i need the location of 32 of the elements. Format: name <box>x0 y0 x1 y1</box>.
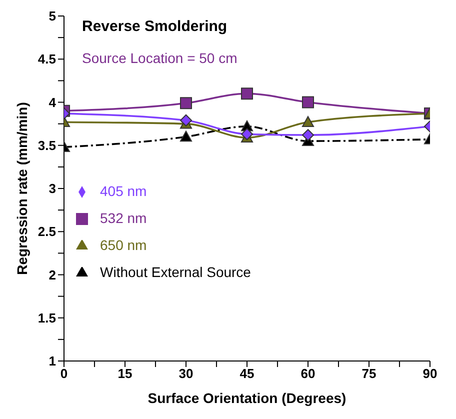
legend-label: Without External Source <box>100 264 251 280</box>
legend-label: 532 nm <box>100 210 147 226</box>
point <box>180 97 192 110</box>
x-tick-label: 60 <box>300 366 316 382</box>
x-tick-label: 0 <box>60 366 68 382</box>
y-tick-label: 1.5 <box>38 310 56 326</box>
x-axis-title: Surface Orientation (Degrees) <box>148 390 346 406</box>
y-tick-label: 3.5 <box>38 138 56 153</box>
x-tick-label: 90 <box>422 366 438 382</box>
legend-label: 650 nm <box>100 237 147 254</box>
chart-title: Reverse Smoldering <box>82 18 228 35</box>
y-tick-label: 4 <box>48 94 57 110</box>
y-tick-label: 2 <box>48 267 56 282</box>
x-tick-label: 75 <box>362 366 376 382</box>
point <box>302 129 314 142</box>
y-tick-label: 5 <box>48 8 56 24</box>
point <box>180 130 192 142</box>
x-tick-label: 45 <box>240 366 254 382</box>
point <box>302 116 314 127</box>
point <box>302 96 314 108</box>
x-tick-label: 30 <box>178 366 194 382</box>
y-tick-label: 2.5 <box>38 224 56 240</box>
y-tick-label: 4.5 <box>38 52 56 67</box>
y-tick-label: 3 <box>48 181 56 196</box>
y-tick-label: 1 <box>48 354 56 369</box>
y-axis-title: Regression rate (mm/min) <box>14 102 30 275</box>
legend-label: 405 nm <box>100 183 147 200</box>
point <box>180 114 192 126</box>
point <box>241 88 253 100</box>
x-tick-label: 15 <box>118 366 132 382</box>
annotation: Source Location = 50 cm <box>82 50 238 66</box>
point <box>241 128 253 140</box>
